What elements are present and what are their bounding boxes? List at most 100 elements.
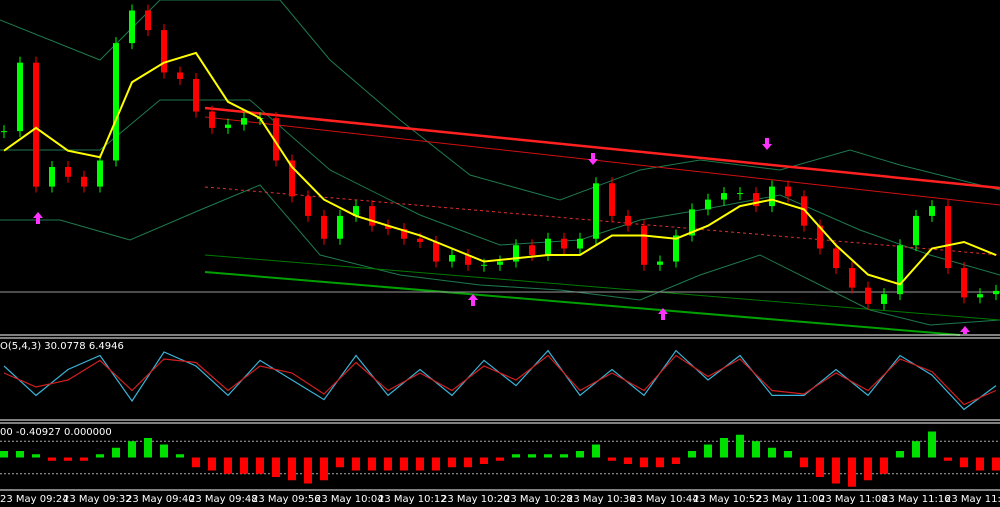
histogram-bar [720, 438, 728, 458]
candle-body [129, 10, 135, 44]
trend-line [204, 106, 1000, 190]
candle-body [545, 238, 551, 256]
candle-body [401, 228, 407, 239]
candle-body [209, 111, 215, 128]
histogram-bar [608, 457, 616, 461]
time-label: 23 May 10:52 [693, 494, 762, 505]
candle-body [833, 248, 839, 269]
histogram-bar [64, 457, 72, 461]
histogram-bar [256, 457, 264, 474]
candle-body [465, 255, 471, 265]
candle-body [385, 225, 391, 229]
candle-body [849, 268, 855, 288]
candle-body [769, 186, 775, 207]
bollinger-mid [0, 99, 1000, 276]
candle-body [913, 215, 919, 246]
candle-body [177, 72, 183, 79]
candle-body [705, 199, 711, 210]
candle-body [337, 215, 343, 239]
channel-line [204, 254, 1000, 321]
candle-body [801, 196, 807, 226]
up-arrow [33, 212, 43, 224]
histogram-bar [96, 454, 104, 458]
histogram-bar [352, 457, 360, 471]
candle-body [625, 215, 631, 226]
candle-body [993, 290, 999, 295]
candle-body [513, 245, 519, 262]
histogram-bar [480, 457, 488, 464]
candle-body [817, 225, 823, 249]
time-label: 23 May 11:00 [756, 494, 825, 505]
candle-body [529, 245, 535, 256]
time-label: 23 May 10:44 [630, 494, 699, 505]
histogram-bar [640, 457, 648, 468]
histogram-bar [768, 447, 776, 458]
histogram-bar [624, 457, 632, 464]
histogram-bar [880, 457, 888, 474]
candle-body [49, 167, 55, 187]
candle-body [273, 118, 279, 161]
histogram-bar [320, 457, 328, 481]
histogram-bar [912, 441, 920, 458]
histogram-bar [848, 457, 856, 487]
candle-body [929, 206, 935, 216]
stochastic-label: O(5,4,3) 30.0778 6.4946 [0, 341, 124, 352]
candle-body [193, 78, 199, 112]
candle-body [593, 183, 599, 239]
time-label: 23 May 09:48 [189, 494, 258, 505]
histogram-bar [800, 457, 808, 468]
histogram-bar [544, 454, 552, 458]
up-arrow [960, 326, 970, 334]
down-arrow [588, 153, 598, 165]
down-arrow [762, 138, 772, 150]
histogram-bar [832, 457, 840, 484]
time-label: 23 May 09:40 [126, 494, 195, 505]
candle-body [497, 261, 503, 265]
candle-body [561, 238, 567, 249]
histogram-bar [240, 457, 248, 474]
time-label: 23 May 10:12 [378, 494, 447, 505]
panel-separators [0, 334, 1000, 491]
time-label: 23 May 10:36 [567, 494, 636, 505]
candle-body [17, 62, 23, 132]
time-label: 23 May 09:56 [252, 494, 321, 505]
histogram-bar [864, 457, 872, 481]
histogram-bar [32, 454, 40, 458]
histogram-bar [416, 457, 424, 471]
histogram-bar [48, 457, 56, 461]
histogram-bar [896, 451, 904, 458]
candle-body [433, 241, 439, 262]
histogram-bar [176, 454, 184, 458]
time-label: 23 May 09:24 [0, 494, 69, 505]
histogram-bar [160, 444, 168, 458]
candle-body [881, 294, 887, 304]
histogram-bar [816, 457, 824, 477]
candle-body [417, 238, 423, 242]
bollinger-lower [0, 184, 1000, 326]
histogram-bar [112, 447, 120, 458]
histogram-bar [304, 457, 312, 484]
histogram-bar [656, 457, 664, 468]
histogram-bar [368, 457, 376, 471]
histogram-bar [384, 457, 392, 471]
candle-body [481, 264, 487, 266]
stochastic-line [3, 349, 997, 411]
time-label: 23 May 11:2 [945, 494, 1000, 505]
histogram-bar [736, 434, 744, 458]
candle-body [449, 255, 455, 262]
histogram-bar [464, 457, 472, 468]
candle-body [737, 193, 743, 195]
candle-body [65, 167, 71, 177]
candle-body [721, 193, 727, 200]
candle-body [897, 245, 903, 295]
histogram-bar [128, 441, 136, 458]
candle-body [1, 131, 7, 133]
candle-body [369, 206, 375, 226]
histogram-bar [0, 451, 8, 458]
trend-line [204, 186, 1000, 256]
candle-body [609, 183, 615, 216]
histogram-bar [992, 457, 1000, 471]
histogram-bar [528, 454, 536, 458]
candle-body [113, 43, 119, 161]
